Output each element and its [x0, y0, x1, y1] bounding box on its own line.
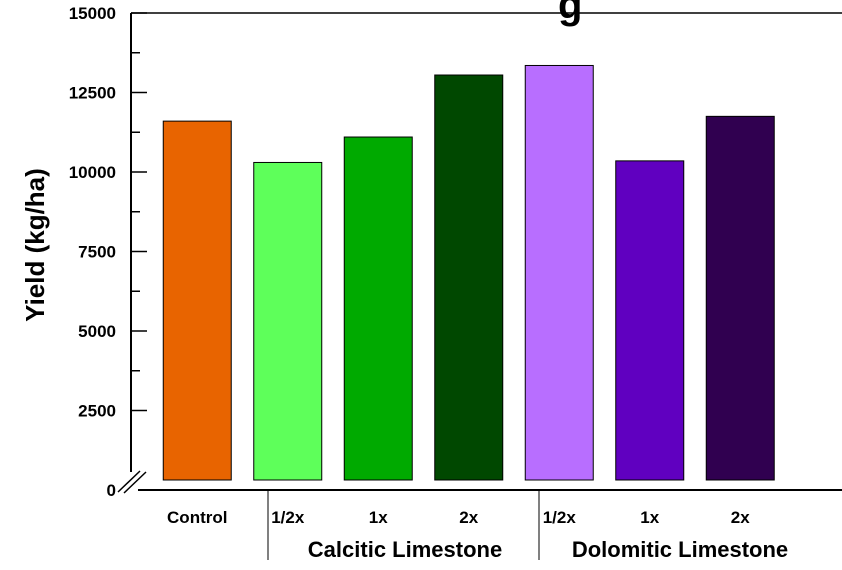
x-category-label: 1x: [369, 508, 388, 527]
bar: [253, 161, 323, 481]
x-group-label: Dolomitic Limestone: [572, 537, 788, 562]
axis-break-mark: [123, 471, 147, 494]
x-category-label: 1x: [640, 508, 659, 527]
bar: [343, 136, 413, 481]
y-axis-title: Yield (kg/ha): [20, 168, 50, 322]
x-category-label: 2x: [459, 508, 478, 527]
x-category-label: 1/2x: [543, 508, 577, 527]
x-category-label: 1/2x: [271, 508, 305, 527]
bar: [524, 64, 594, 481]
bar: [434, 74, 504, 481]
y-tick-label: 7500: [78, 243, 116, 262]
bars: [162, 64, 775, 481]
y-tick-label: 10000: [69, 163, 116, 182]
axis-break-mark: [117, 470, 141, 493]
x-category-label: Control: [167, 508, 227, 527]
y-tick-label: 2500: [78, 402, 116, 421]
x-axis: Control 1/2x 1x 2x 1/2x 1x 2x Calcitic Limeston…: [138, 489, 842, 562]
y-tick-label: 12500: [69, 84, 116, 103]
bar: [615, 160, 685, 481]
y-axis: 0 2500 5000 7500 10000 12500 15000 Yield (kg/ha…: [20, 4, 842, 500]
bar: [162, 120, 232, 481]
x-group-label: Calcitic Limestone: [308, 537, 502, 562]
y-tick-label: 15000: [69, 4, 116, 23]
x-category-label: 2x: [731, 508, 750, 527]
y-tick-label: 5000: [78, 322, 116, 341]
y-tick-label: 0: [107, 481, 116, 500]
bar: [705, 115, 775, 481]
